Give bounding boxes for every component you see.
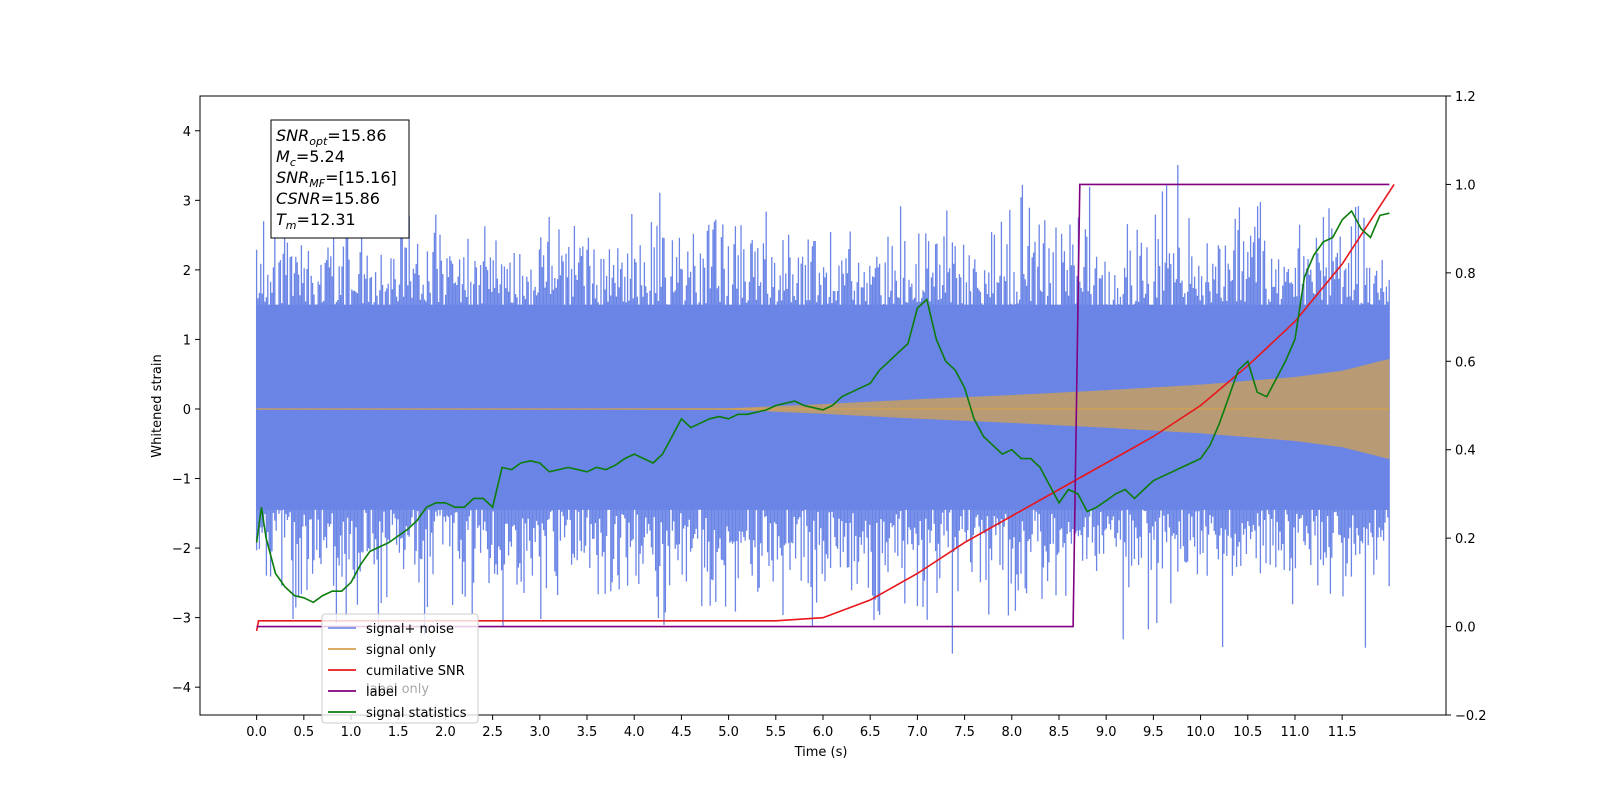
- info-line: CSNR=15.86: [276, 189, 380, 208]
- legend-label-signal: signal only: [366, 643, 436, 658]
- x-tick-label: 11.5: [1328, 725, 1357, 740]
- x-tick-label: 6.0: [813, 725, 834, 740]
- x-tick-label: 4.5: [671, 725, 692, 740]
- y2-tick-label: −0.2: [1455, 709, 1487, 724]
- y2-tick-label: 1.0: [1455, 178, 1476, 193]
- y-tick-label: −4: [172, 681, 191, 696]
- x-tick-label: 5.0: [718, 725, 739, 740]
- x-tick-label: 10.0: [1186, 725, 1215, 740]
- y-axis-left: −4 −3 −2 −1 0 1 2 3 4: [172, 125, 200, 696]
- x-tick-label: 11.0: [1280, 725, 1309, 740]
- y-tick-label: 2: [183, 264, 191, 279]
- x-tick-label: 5.5: [765, 725, 786, 740]
- y2-tick-label: 0.8: [1455, 267, 1476, 282]
- x-tick-label: 1.0: [341, 725, 362, 740]
- x-tick-label: 7.0: [907, 725, 928, 740]
- y2-tick-label: 0.6: [1455, 355, 1476, 370]
- legend-label-snr: cumilative SNR: [366, 664, 465, 679]
- y-tick-label: −1: [172, 473, 191, 488]
- x-tick-label: 4.0: [624, 725, 645, 740]
- x-tick-label: 8.0: [1001, 725, 1022, 740]
- legend-label-noise: signal+ noise: [366, 622, 454, 637]
- legend: label only signal+ noise signal only cumil…: [321, 613, 479, 724]
- legend-label-stat: signal statistics: [366, 706, 467, 721]
- info-line: SNRopt=15.86: [276, 126, 387, 148]
- x-tick-label: 2.5: [482, 725, 503, 740]
- y-tick-label: 1: [183, 333, 191, 348]
- x-tick-label: 9.0: [1096, 725, 1117, 740]
- y-tick-label: 4: [183, 125, 191, 140]
- x-tick-label: 6.5: [860, 725, 881, 740]
- info-box: SNRopt=15.86Mc=5.24SNRMF=[15.16]CSNR=15.…: [270, 119, 410, 239]
- info-line: SNRMF=[15.16]: [276, 168, 397, 190]
- x-axis-label: Time (s): [794, 745, 848, 760]
- label-series: [256, 183, 1390, 628]
- y-tick-label: −3: [172, 612, 191, 627]
- legend-hidden-label: label only: [366, 682, 429, 697]
- y2-tick-label: 0.4: [1455, 444, 1476, 459]
- y-tick-label: 0: [183, 403, 191, 418]
- y-tick-label: −2: [172, 542, 191, 557]
- x-tick-label: 2.0: [435, 725, 456, 740]
- info-line: Mc=5.24: [276, 147, 345, 169]
- x-tick-label: 0.5: [293, 725, 314, 740]
- x-tick-label: 0.0: [246, 725, 267, 740]
- info-line: Tm=12.31: [276, 210, 356, 232]
- y2-tick-label: 0.0: [1455, 621, 1476, 636]
- cumulative-snr-series: [255, 183, 1395, 632]
- legend-label-label: label: [366, 685, 397, 700]
- x-tick-label: 9.5: [1143, 725, 1164, 740]
- y-tick-label: 3: [183, 194, 191, 209]
- y2-tick-label: 1.2: [1455, 90, 1476, 105]
- y-axis-right: −0.2 0.0 0.2 0.4 0.6 0.8 1.0 1.2: [1446, 90, 1487, 724]
- x-tick-label: 8.5: [1049, 725, 1070, 740]
- x-axis: 0.0 0.5 1.0 1.5 2.0 2.5 3.0 3.5 4.0 4.5 5.0 5.5 6.0 6…: [246, 715, 1357, 740]
- x-tick-label: 3.5: [577, 725, 598, 740]
- x-tick-label: 1.5: [388, 725, 409, 740]
- x-tick-label: 7.5: [954, 725, 975, 740]
- x-tick-label: 3.0: [529, 725, 550, 740]
- signal-statistics-series: [255, 209, 1390, 604]
- x-tick-label: 10.5: [1233, 725, 1262, 740]
- y-axis-label: Whitened strain: [150, 354, 165, 457]
- y2-tick-label: 0.2: [1455, 532, 1476, 547]
